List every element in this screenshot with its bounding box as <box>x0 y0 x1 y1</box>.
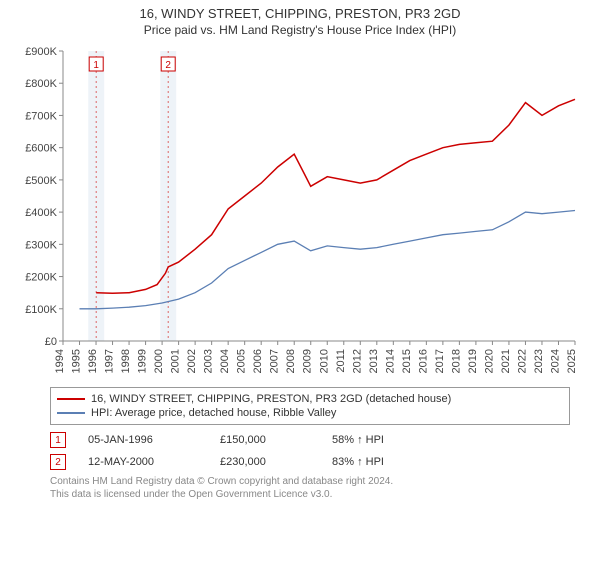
svg-text:2015: 2015 <box>401 349 413 373</box>
svg-text:2000: 2000 <box>153 349 165 373</box>
svg-text:2019: 2019 <box>467 349 479 373</box>
svg-text:2009: 2009 <box>302 349 314 373</box>
legend-item: 16, WINDY STREET, CHIPPING, PRESTON, PR3… <box>57 392 563 406</box>
event-date: 12-MAY-2000 <box>88 456 198 468</box>
svg-text:2014: 2014 <box>384 349 396 373</box>
svg-text:£800K: £800K <box>25 78 57 90</box>
svg-text:£400K: £400K <box>25 207 57 219</box>
svg-text:2001: 2001 <box>170 349 182 373</box>
legend: 16, WINDY STREET, CHIPPING, PRESTON, PR3… <box>50 387 570 425</box>
svg-text:2003: 2003 <box>203 349 215 373</box>
line-chart: £0 £100K £200K £300K £400K £500K £600K £700K £80… <box>15 41 585 381</box>
svg-text:2012: 2012 <box>351 349 363 373</box>
page-subtitle: Price paid vs. HM Land Registry's House … <box>0 23 600 37</box>
event-date: 05-JAN-1996 <box>88 434 198 446</box>
legend-item: HPI: Average price, detached house, Ribb… <box>57 406 563 420</box>
svg-text:£300K: £300K <box>25 239 57 251</box>
legend-swatch <box>57 398 85 400</box>
svg-text:2013: 2013 <box>368 349 380 373</box>
attribution: Contains HM Land Registry data © Crown c… <box>50 475 570 501</box>
svg-text:1994: 1994 <box>54 349 66 373</box>
svg-text:1: 1 <box>93 60 99 71</box>
svg-text:1997: 1997 <box>104 349 116 373</box>
svg-text:2017: 2017 <box>434 349 446 373</box>
svg-text:2008: 2008 <box>285 349 297 373</box>
event-table: 1 05-JAN-1996 £150,000 58% ↑ HPI 2 12-MAY-200… <box>50 429 570 473</box>
svg-text:£600K: £600K <box>25 143 57 155</box>
svg-text:£100K: £100K <box>25 304 57 316</box>
svg-text:2006: 2006 <box>252 349 264 373</box>
svg-text:1998: 1998 <box>120 349 132 373</box>
svg-text:£500K: £500K <box>25 175 57 187</box>
svg-text:2007: 2007 <box>269 349 281 373</box>
svg-text:2004: 2004 <box>219 349 231 373</box>
svg-text:1996: 1996 <box>87 349 99 373</box>
event-diff: 83% ↑ HPI <box>332 456 384 468</box>
svg-text:2023: 2023 <box>533 349 545 373</box>
svg-text:2005: 2005 <box>236 349 248 373</box>
svg-text:2016: 2016 <box>417 349 429 373</box>
attribution-line: Contains HM Land Registry data © Crown c… <box>50 475 570 488</box>
svg-text:2010: 2010 <box>318 349 330 373</box>
page-title: 16, WINDY STREET, CHIPPING, PRESTON, PR3… <box>0 6 600 21</box>
svg-text:£700K: £700K <box>25 110 57 122</box>
event-badge: 1 <box>50 432 66 448</box>
svg-text:£900K: £900K <box>25 46 57 58</box>
event-price: £230,000 <box>220 456 310 468</box>
chart-area: £0 £100K £200K £300K £400K £500K £600K £700K £80… <box>15 41 585 381</box>
svg-text:2002: 2002 <box>186 349 198 373</box>
event-row: 2 12-MAY-2000 £230,000 83% ↑ HPI <box>50 451 570 473</box>
event-row: 1 05-JAN-1996 £150,000 58% ↑ HPI <box>50 429 570 451</box>
svg-text:1999: 1999 <box>137 349 149 373</box>
legend-label: 16, WINDY STREET, CHIPPING, PRESTON, PR3… <box>91 393 451 405</box>
svg-text:2020: 2020 <box>483 349 495 373</box>
svg-text:2025: 2025 <box>566 349 578 373</box>
event-diff: 58% ↑ HPI <box>332 434 384 446</box>
svg-text:2: 2 <box>165 60 171 71</box>
legend-label: HPI: Average price, detached house, Ribb… <box>91 407 336 419</box>
svg-text:2011: 2011 <box>335 349 347 373</box>
event-price: £150,000 <box>220 434 310 446</box>
svg-text:£200K: £200K <box>25 272 57 284</box>
svg-text:2022: 2022 <box>516 349 528 373</box>
legend-swatch <box>57 412 85 414</box>
svg-text:2024: 2024 <box>549 349 561 373</box>
event-badge: 2 <box>50 454 66 470</box>
svg-text:£0: £0 <box>45 336 57 348</box>
svg-text:2018: 2018 <box>450 349 462 373</box>
attribution-line: This data is licensed under the Open Gov… <box>50 488 570 501</box>
svg-text:1995: 1995 <box>71 349 83 373</box>
svg-text:2021: 2021 <box>500 349 512 373</box>
